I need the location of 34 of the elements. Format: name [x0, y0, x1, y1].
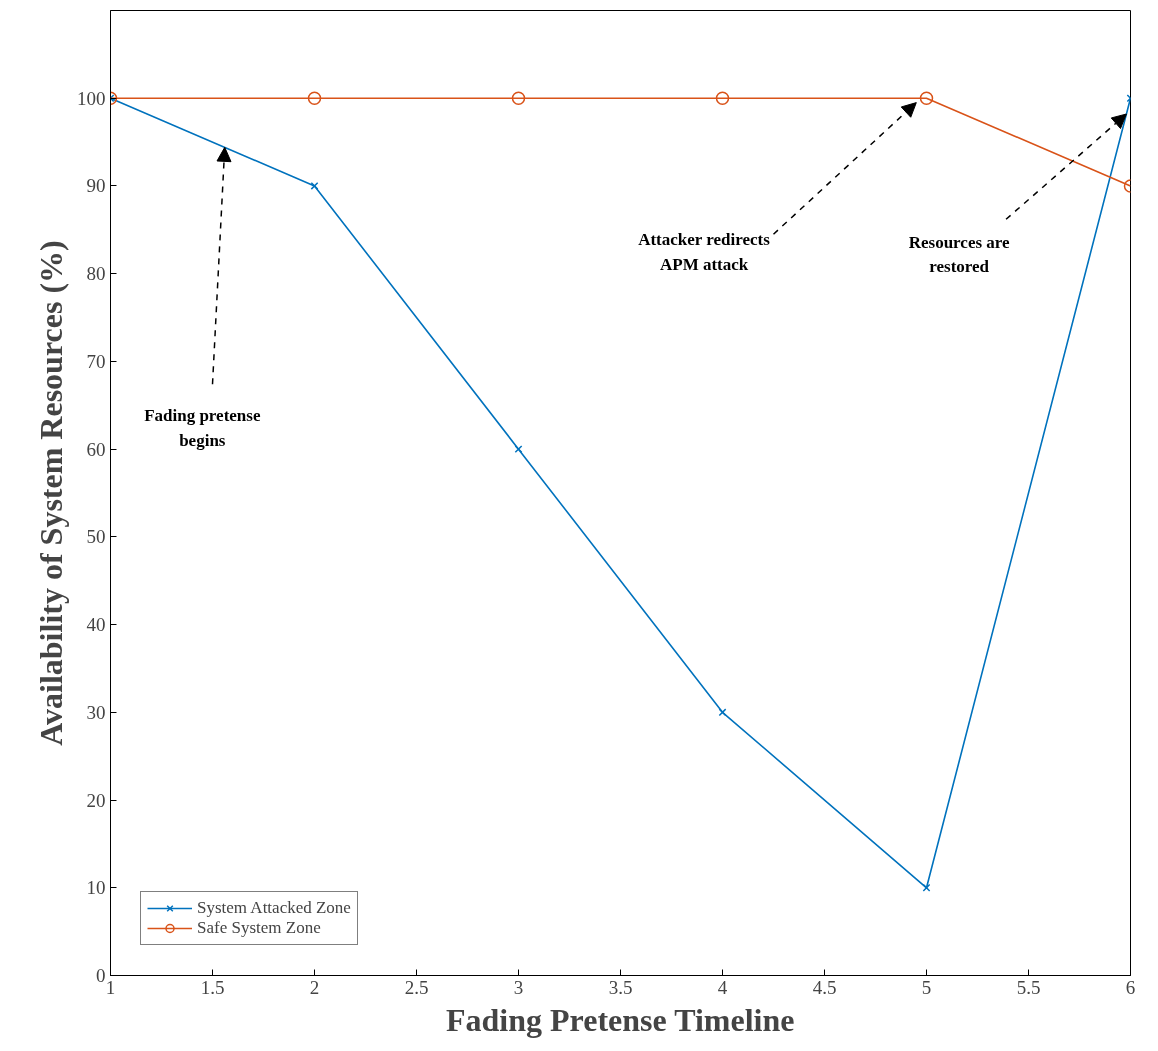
x-tick-label: 5.5 — [1016, 976, 1041, 998]
y-tick-label: 100 — [77, 87, 106, 109]
annotation: Fading pretense begins — [144, 406, 261, 450]
y-tick-label: 90 — [86, 175, 106, 197]
y-tick-label: 40 — [86, 614, 106, 636]
y-tick-label: 70 — [86, 350, 106, 372]
annotation: Resources are restored — [908, 232, 1011, 277]
point — [307, 91, 322, 105]
y-tick-label: 20 — [86, 789, 106, 811]
x-tick-label: 1 — [105, 976, 116, 998]
x-tick-label: 2.5 — [404, 976, 429, 998]
x-tick-label: 4.5 — [812, 976, 837, 998]
y-tick-label: 10 — [86, 877, 106, 899]
y-tick-label: 60 — [86, 438, 106, 460]
x-tick-label: 5 — [921, 976, 932, 998]
point — [310, 182, 319, 190]
x-tick-label: 2 — [309, 976, 320, 998]
annotation: Attacker redirects APM attack — [638, 229, 771, 274]
y-tick-label: 30 — [86, 701, 106, 723]
point — [919, 91, 934, 105]
x-tick-label: 3.5 — [608, 976, 633, 998]
legend-label: Safe System Zone — [197, 918, 321, 938]
x-tick-label: 4 — [717, 976, 728, 998]
point — [511, 91, 526, 105]
legend-label: System Attacked Zone — [197, 898, 351, 918]
y-tick-label: 0 — [96, 965, 106, 986]
x-axis-title: Fading Pretense Timeline — [445, 1001, 795, 1038]
x-tick-label: 1.5 — [200, 976, 225, 998]
point — [715, 91, 730, 105]
x-tick-label: 3 — [513, 976, 524, 998]
y-tick-label: 80 — [86, 263, 106, 285]
y-axis-title: Availability of System Resources (%) — [33, 240, 69, 746]
x-tick-label: 6 — [1125, 976, 1136, 998]
y-tick-label: 50 — [86, 526, 106, 548]
